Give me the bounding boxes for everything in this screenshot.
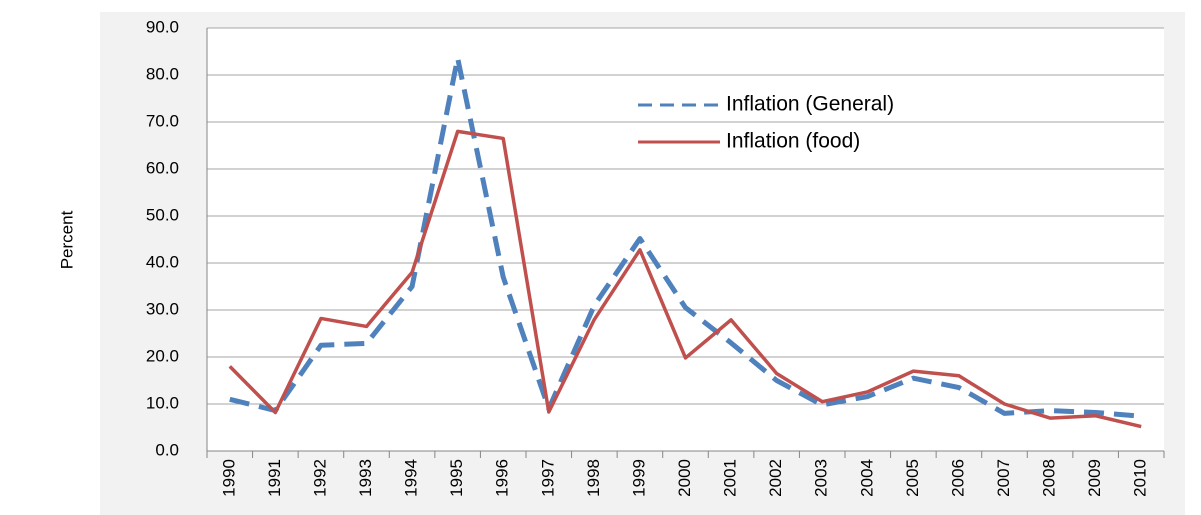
plot-area [207,28,1164,451]
y-tick-label: 80.0 [146,64,179,83]
x-tick-label: 2006 [948,459,967,497]
x-tick-label: 1990 [219,459,238,497]
x-tick-label: 1999 [629,459,648,497]
y-tick-label: 90.0 [146,17,179,36]
series-line [229,55,1142,419]
y-tick-label: 40.0 [146,252,179,271]
x-tick-label: 2010 [1131,459,1150,497]
legend-label: Inflation (General) [726,93,894,116]
y-tick-label: 60.0 [146,158,179,177]
x-tick-label: 2007 [994,459,1013,497]
x-tick-label: 1995 [447,459,466,497]
x-tick-label: 1996 [493,459,512,497]
x-tick-label: 1991 [265,459,284,497]
x-tick-label: 2008 [1040,459,1059,497]
y-tick-label: 50.0 [146,205,179,224]
x-tick-label: 2000 [675,459,694,497]
y-tick-label: 70.0 [146,111,179,130]
y-axis-label: Percent [57,210,76,269]
x-tick-label: 2002 [766,459,785,497]
x-tick-label: 1994 [402,459,421,497]
x-tick-label: 1997 [538,459,557,497]
x-tick-label: 2009 [1085,459,1104,497]
y-tick-label: 30.0 [146,299,179,318]
x-tick-label: 2005 [903,459,922,497]
y-tick-label: 10.0 [146,393,179,412]
x-tick-label: 2001 [721,459,740,497]
legend-label: Inflation (food) [726,130,860,153]
x-tick-label: 1992 [310,459,329,497]
x-tick-label: 2004 [857,459,876,497]
x-tick-label: 1998 [584,459,603,497]
series-line [228,129,1142,429]
x-tick-label: 2003 [812,459,831,497]
y-tick-label: 20.0 [146,346,179,365]
y-tick-label: 0.0 [155,440,179,459]
x-tick-label: 1993 [356,459,375,497]
